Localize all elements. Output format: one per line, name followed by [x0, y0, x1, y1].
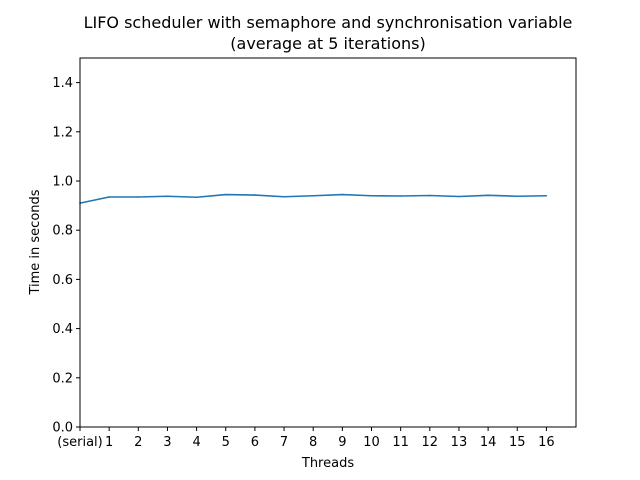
x-tick-label: 8 [309, 435, 317, 450]
data-point [545, 194, 548, 197]
y-tick-label: 1.4 [52, 76, 73, 91]
data-point [370, 194, 373, 197]
plot-frame [79, 57, 577, 428]
data-point [254, 194, 256, 196]
data-point [429, 194, 431, 197]
data-point [108, 196, 110, 198]
x-axis-ticks: (serial) 1 2 3 4 5 6 7 8 9 10 11 12 13 14 15 16 [57, 427, 555, 450]
data-point [487, 194, 489, 197]
x-tick-label: 12 [422, 435, 439, 450]
y-axis-ticks: 0.0 0.2 0.4 0.6 0.8 1.0 1.2 1.4 [52, 76, 80, 436]
x-tick-label: 16 [538, 435, 555, 450]
x-tick-label: 7 [280, 435, 288, 450]
y-tick-label: 0.0 [52, 421, 73, 436]
x-tick-label: 10 [363, 435, 380, 450]
x-tick-label: 13 [451, 435, 468, 450]
y-axis-label: Time in seconds [28, 189, 43, 295]
chart-title-line-1: LIFO scheduler with semaphore and synchr… [84, 13, 573, 32]
x-tick-label: 1 [105, 435, 113, 450]
data-point [224, 193, 227, 196]
y-tick-label: 0.4 [52, 322, 73, 337]
data-point [283, 195, 285, 198]
y-tick-label: 0.2 [52, 371, 73, 386]
data-point [166, 195, 169, 198]
data-point [516, 195, 519, 198]
y-tick-label: 1.0 [52, 175, 73, 190]
data-point [195, 196, 198, 199]
data-point [458, 195, 460, 198]
x-tick-label: 14 [480, 435, 497, 450]
data-point [137, 196, 140, 198]
x-axis-label: Threads [301, 456, 354, 471]
x-tick-label: 3 [163, 435, 171, 450]
data-point [399, 195, 402, 197]
x-tick-label: 11 [392, 435, 409, 450]
x-tick-label: 5 [222, 435, 230, 450]
y-tick-label: 0.8 [52, 224, 73, 239]
chart-title-line-2: (average at 5 iterations) [230, 34, 425, 53]
data-point [341, 193, 344, 196]
x-tick-label: (serial) [57, 435, 102, 450]
x-tick-label: 6 [251, 435, 259, 450]
y-tick-label: 1.2 [52, 125, 73, 140]
x-tick-label: 4 [192, 435, 200, 450]
x-tick-label: 2 [134, 435, 142, 450]
x-tick-label: 15 [509, 435, 526, 450]
x-tick-label: 9 [338, 435, 346, 450]
series-layer [79, 193, 548, 204]
y-tick-label: 0.6 [52, 273, 73, 288]
data-point [312, 194, 315, 197]
